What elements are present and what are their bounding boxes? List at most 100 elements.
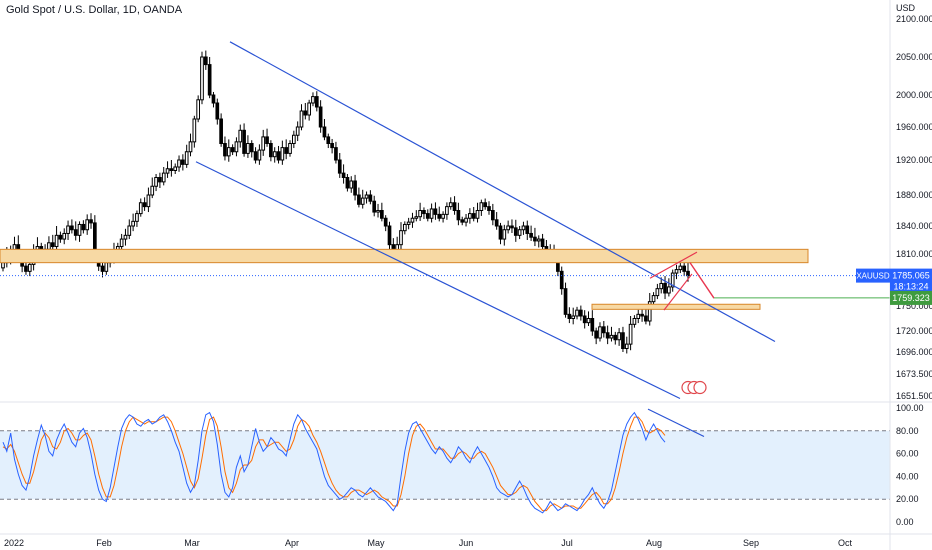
candle-body-up <box>104 262 109 272</box>
candle <box>445 202 449 220</box>
candle-body-down <box>510 225 514 229</box>
candle-body-down <box>207 64 212 96</box>
candle <box>663 276 667 300</box>
candle <box>582 310 587 329</box>
stochastic-pane[interactable] <box>0 411 890 514</box>
candle <box>487 201 491 215</box>
wedge-lower-line <box>663 273 693 311</box>
candle <box>494 212 499 230</box>
time-tick-label: Feb <box>96 538 112 548</box>
candle-body-up <box>47 242 51 250</box>
candle <box>502 224 507 246</box>
candle-body-up <box>441 213 445 219</box>
candle-body-down <box>357 194 361 205</box>
candle-body-up <box>119 238 124 248</box>
candle <box>667 278 671 297</box>
candle-body-down <box>284 147 289 154</box>
candle <box>135 210 139 227</box>
candle <box>169 160 174 177</box>
price-tick-label: 1696.000 <box>896 347 932 357</box>
candle <box>253 147 258 164</box>
candle <box>529 225 533 241</box>
candle-body-up <box>295 126 300 136</box>
candle <box>513 219 518 242</box>
candle-body-down <box>353 180 357 196</box>
candle-body-down <box>456 210 461 221</box>
candle <box>261 129 266 156</box>
candle <box>590 310 595 336</box>
candle-body-down <box>265 136 269 144</box>
candle-body-up <box>402 223 407 232</box>
candle-body-up <box>406 221 411 225</box>
candle <box>617 328 621 346</box>
event-flag-icon <box>693 380 707 395</box>
candle <box>161 167 166 186</box>
candle-body-down <box>142 202 147 208</box>
price-tick-label: 2000.000 <box>896 90 932 100</box>
demand-zone <box>591 303 761 310</box>
candle <box>184 144 189 168</box>
candle <box>387 221 392 252</box>
candle <box>605 325 610 345</box>
candle-body-down <box>380 210 384 219</box>
candle <box>142 197 147 211</box>
candle-body-up <box>502 229 507 240</box>
candle <box>334 141 338 164</box>
candle <box>372 195 377 217</box>
candle-body-down <box>249 143 254 153</box>
candle-body-up <box>62 232 67 240</box>
candle-body-up <box>165 168 170 174</box>
candle <box>452 196 457 215</box>
candle <box>632 315 637 328</box>
candle-body-up <box>150 185 155 196</box>
candle-body-up <box>506 225 510 231</box>
candle <box>621 326 625 352</box>
candle-body-up <box>521 225 526 231</box>
time-tick-label: Apr <box>285 538 299 548</box>
candle-body-down <box>605 332 610 339</box>
target-price-badge: 1759.323 <box>890 290 932 305</box>
candle <box>81 220 86 234</box>
candle <box>311 92 315 107</box>
stochastic-tick-label: 0.00 <box>896 517 914 527</box>
candle <box>460 216 465 226</box>
candle-body-up <box>349 180 354 189</box>
candle <box>291 130 296 149</box>
candle <box>437 206 442 222</box>
candle-body-up <box>670 272 675 288</box>
candle-body-up <box>188 141 193 153</box>
candle <box>674 264 679 280</box>
candle <box>188 133 193 157</box>
candle-body-down <box>582 315 587 324</box>
candle-body-down <box>640 313 644 317</box>
candle <box>559 266 564 295</box>
candle <box>364 191 369 204</box>
candle <box>575 306 579 320</box>
drawing-overlays <box>0 41 890 438</box>
candle-body-up <box>418 210 422 218</box>
candle-body-up <box>659 282 664 290</box>
candle <box>318 100 323 133</box>
price-pane[interactable] <box>1 50 690 354</box>
candle <box>613 331 618 345</box>
candle <box>284 139 289 160</box>
candle-body-down <box>686 270 690 277</box>
candle-body-down <box>81 223 86 231</box>
symbol-label: XAUUSD <box>856 272 890 281</box>
candle <box>322 119 327 141</box>
candle <box>521 221 526 235</box>
candle-body-up <box>77 223 82 236</box>
candle-body-down <box>345 177 350 189</box>
projection-line <box>689 262 715 299</box>
candle-body-up <box>536 238 541 242</box>
candle <box>269 140 273 162</box>
candle-body-down <box>70 225 74 231</box>
candle <box>100 261 105 278</box>
candle <box>62 228 67 245</box>
candle-body-down <box>334 147 338 161</box>
time-tick-label: Sep <box>743 538 759 548</box>
candle-body-down <box>490 210 495 221</box>
